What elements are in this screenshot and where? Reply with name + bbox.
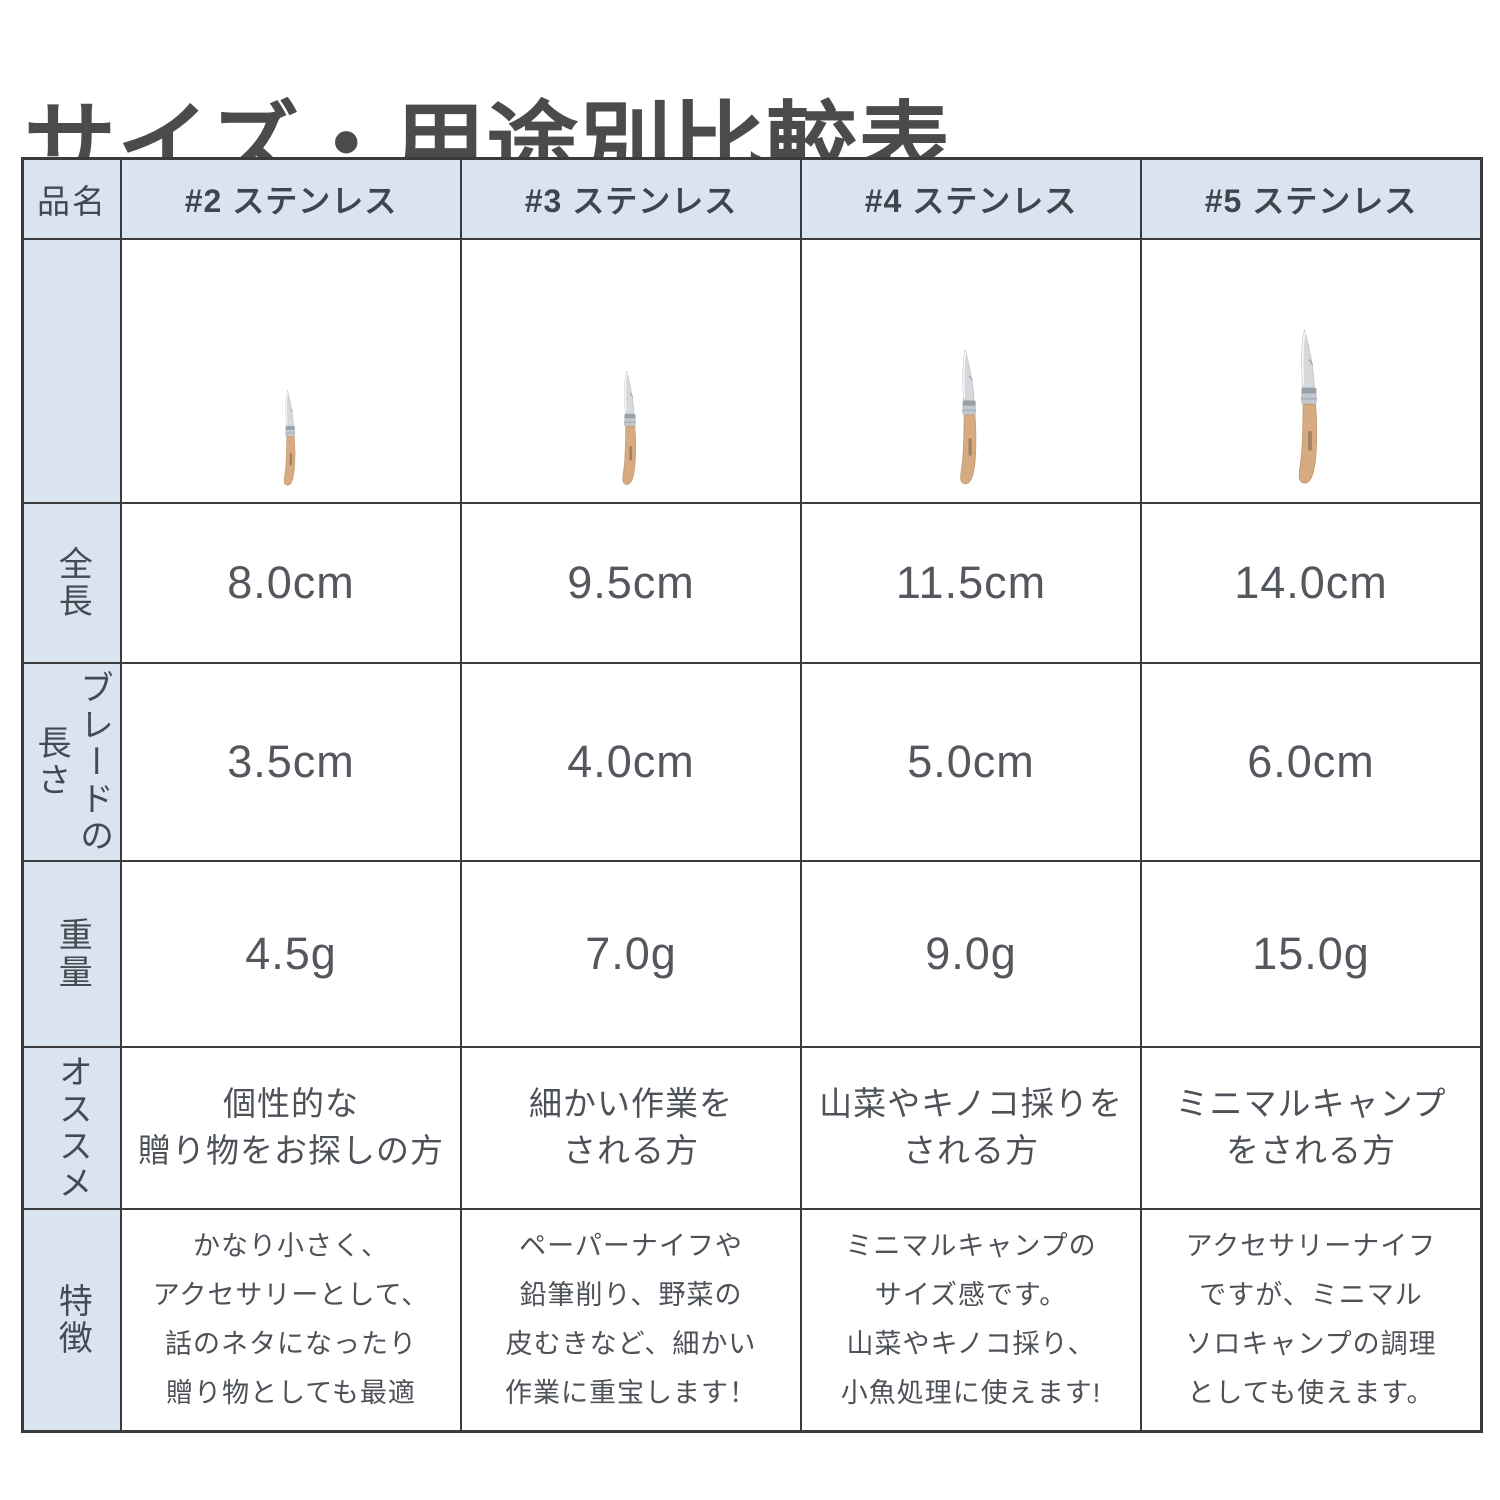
row-label-feature-text: 特徴 (53, 1283, 92, 1357)
cell-feature-no5: アクセサリーナイフ ですが、ミニマル ソロキャンプの調理 としても使えます。 (1142, 1210, 1480, 1430)
row-label-image-spacer (24, 240, 120, 502)
row-label-blade-length-text: ブレードの長さ (32, 669, 113, 855)
cell-recommend-no2: 個性的な 贈り物をお探しの方 (122, 1048, 460, 1208)
row-label-weight-text: 重量 (53, 917, 92, 991)
row-label-recommend: オススメ (24, 1048, 120, 1208)
comparison-table: 品名 #2 ステンレス #3 ステンレス #4 ステンレス #5 ステンレス 全… (21, 157, 1483, 1433)
column-header-no5: #5 ステンレス (1142, 160, 1480, 238)
column-header-no4: #4 ステンレス (802, 160, 1140, 238)
cell-blade-length-no2: 3.5cm (122, 664, 460, 860)
cell-recommend-no4: 山菜やキノコ採りを される方 (802, 1048, 1140, 1208)
cell-total-length-no4: 11.5cm (802, 504, 1140, 662)
cell-total-length-no3: 9.5cm (462, 504, 800, 662)
cell-recommend-no5: ミニマルキャンプ をされる方 (1142, 1048, 1480, 1208)
cell-blade-length-no4: 5.0cm (802, 664, 1140, 860)
row-label-blade-length: ブレードの長さ (24, 664, 120, 860)
row-label-total-length-text: 全長 (53, 546, 92, 620)
opinel-no3-knife-photo (613, 366, 650, 489)
cell-total-length-no2: 8.0cm (122, 504, 460, 662)
knife-image-cell-no5 (1142, 240, 1480, 502)
row-label-recommend-text: オススメ (53, 1054, 92, 1202)
opinel-no2-knife-photo (276, 386, 307, 489)
knife-image-cell-no4 (802, 240, 1140, 502)
row-label-feature: 特徴 (24, 1210, 120, 1430)
cell-weight-no4: 9.0g (802, 862, 1140, 1046)
cell-recommend-no3: 細かい作業を される方 (462, 1048, 800, 1208)
cell-feature-no3: ペーパーナイフや 鉛筆削り、野菜の 皮むきなど、細かい 作業に重宝します！ (462, 1210, 800, 1430)
opinel-no4-knife-photo (949, 344, 993, 489)
cell-weight-no3: 7.0g (462, 862, 800, 1046)
cell-blade-length-no5: 6.0cm (1142, 664, 1480, 860)
row-label-total-length: 全長 (24, 504, 120, 662)
cell-weight-no5: 15.0g (1142, 862, 1480, 1046)
cell-blade-length-no3: 4.0cm (462, 664, 800, 860)
column-header-no2: #2 ステンレス (122, 160, 460, 238)
cell-feature-no4: ミニマルキャンプの サイズ感です。 山菜やキノコ採り、 小魚処理に使えます! (802, 1210, 1140, 1430)
row-label-weight: 重量 (24, 862, 120, 1046)
cell-weight-no2: 4.5g (122, 862, 460, 1046)
knife-image-cell-no3 (462, 240, 800, 502)
cell-feature-no2: かなり小さく、 アクセサリーとして、 話のネタになったり 贈り物としても最適 (122, 1210, 460, 1430)
opinel-no5-knife-photo (1286, 323, 1336, 489)
knife-image-cell-no2 (122, 240, 460, 502)
column-header-no3: #3 ステンレス (462, 160, 800, 238)
corner-header-product-name: 品名 (24, 160, 120, 238)
cell-total-length-no5: 14.0cm (1142, 504, 1480, 662)
